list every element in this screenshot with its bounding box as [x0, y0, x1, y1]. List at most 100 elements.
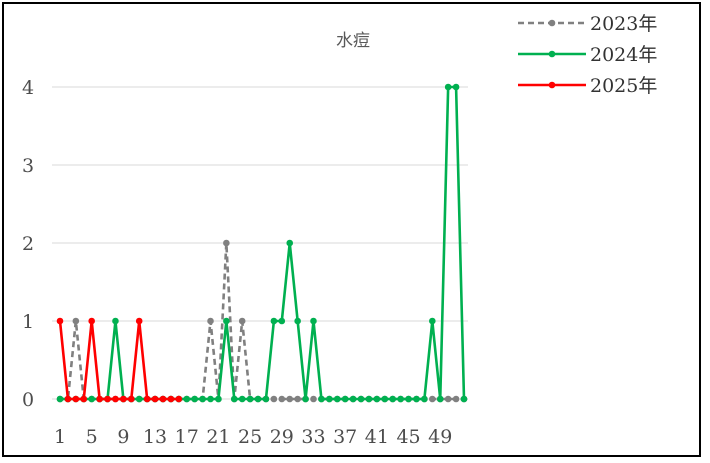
data-point — [230, 395, 238, 403]
legend-item: 2024年 — [518, 44, 657, 66]
data-point — [452, 83, 460, 91]
data-point — [302, 395, 309, 403]
data-point — [460, 395, 468, 403]
data-point — [349, 395, 357, 403]
data-point — [56, 317, 64, 325]
legend-label: 2023年 — [590, 13, 657, 35]
x-tick-label: 45 — [396, 426, 420, 448]
data-point — [112, 317, 119, 325]
data-point — [143, 395, 151, 403]
data-point — [120, 395, 127, 403]
data-point — [88, 395, 95, 403]
chart-title: 水痘 — [336, 31, 370, 51]
y-tick-label: 4 — [22, 77, 34, 99]
data-point — [444, 395, 452, 403]
data-point — [104, 395, 111, 403]
legend-marker — [548, 81, 556, 89]
data-point — [246, 395, 254, 403]
series-line — [58, 319, 179, 401]
chart-frame — [2, 2, 701, 457]
data-point — [159, 395, 167, 403]
data-point — [207, 395, 214, 403]
x-tick-label: 17 — [175, 426, 199, 448]
legend-label: 2024年 — [590, 44, 657, 66]
data-point — [357, 395, 365, 403]
data-point — [310, 395, 317, 403]
data-point — [96, 395, 103, 403]
data-point — [444, 83, 452, 91]
x-tick-label: 49 — [428, 426, 452, 448]
legend-label: 2025年 — [590, 75, 657, 97]
data-point — [88, 317, 95, 325]
data-point — [310, 317, 317, 325]
data-point — [183, 395, 191, 403]
x-tick-label: 21 — [206, 426, 230, 448]
data-point — [278, 395, 286, 403]
data-point — [167, 395, 175, 403]
data-point — [294, 395, 301, 403]
y-tick-label: 1 — [22, 311, 34, 333]
x-tick-label: 33 — [301, 426, 325, 448]
data-point — [333, 395, 341, 403]
x-tick-label: 37 — [333, 426, 357, 448]
data-point — [397, 395, 404, 403]
data-point — [238, 317, 246, 325]
data-point — [151, 395, 159, 403]
data-point — [191, 395, 198, 403]
x-tick-label: 41 — [365, 426, 389, 448]
data-point — [326, 395, 333, 403]
gridlines — [52, 86, 468, 400]
data-point — [199, 395, 206, 403]
data-point — [64, 395, 72, 403]
x-tick-label: 25 — [238, 426, 262, 448]
y-tick-label: 3 — [22, 155, 34, 177]
data-point — [452, 395, 460, 403]
y-axis-ticks: 0 1 2 3 4 — [22, 77, 34, 411]
legend: 2023年 2024年 2025年 — [518, 13, 657, 97]
data-point — [127, 395, 135, 403]
data-point — [223, 239, 230, 247]
data-point — [429, 317, 436, 325]
x-axis-ticks: 1 5 9 13 17 21 25 29 33 37 41 45 49 — [54, 426, 452, 448]
x-tick-label: 9 — [117, 426, 129, 448]
data-point — [72, 317, 80, 325]
data-point — [365, 395, 373, 403]
data-point — [318, 395, 325, 403]
x-tick-label: 5 — [86, 426, 98, 448]
data-point — [413, 395, 420, 403]
y-tick-label: 0 — [22, 389, 34, 411]
data-point — [80, 395, 88, 403]
data-point — [262, 395, 270, 403]
data-point — [56, 395, 64, 403]
data-point — [421, 395, 428, 403]
data-point — [175, 395, 183, 403]
data-point — [278, 317, 286, 325]
data-point — [373, 395, 381, 403]
data-point — [389, 395, 397, 403]
data-point — [215, 395, 222, 403]
series-2025年 — [56, 317, 183, 403]
data-point — [429, 395, 436, 403]
data-point — [270, 395, 278, 403]
series-group — [56, 83, 468, 403]
data-point — [238, 395, 246, 403]
data-point — [381, 395, 389, 403]
data-point — [286, 395, 294, 403]
data-point — [270, 317, 278, 325]
data-point — [286, 239, 294, 247]
data-point — [436, 395, 444, 403]
legend-marker — [548, 19, 556, 27]
x-tick-label: 29 — [270, 426, 294, 448]
data-point — [112, 395, 119, 403]
legend-item: 2025年 — [518, 75, 657, 97]
x-tick-label: 13 — [143, 426, 167, 448]
data-point — [135, 317, 143, 325]
legend-item: 2023年 — [518, 13, 657, 35]
data-point — [223, 317, 230, 325]
data-point — [135, 395, 143, 403]
data-point — [341, 395, 349, 403]
data-point — [254, 395, 262, 403]
data-point — [294, 317, 301, 325]
x-tick-label: 1 — [54, 426, 66, 448]
